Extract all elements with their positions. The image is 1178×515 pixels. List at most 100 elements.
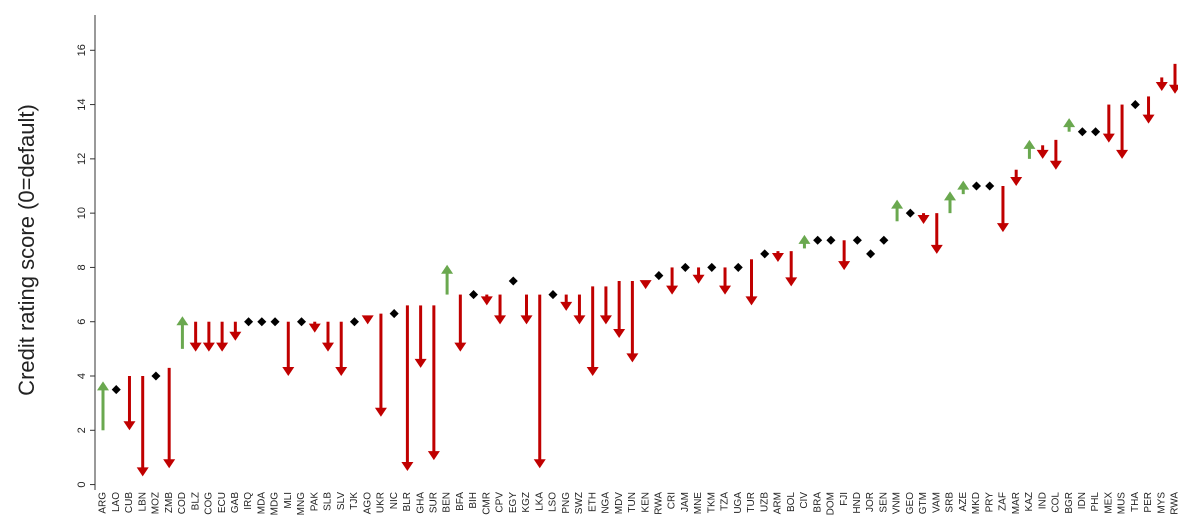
x-tick-label: MEX [1103, 492, 1114, 514]
arrow-head [1102, 133, 1115, 143]
diamond [1077, 127, 1087, 137]
arrow-head [282, 367, 295, 376]
x-tick-label: SEN [878, 492, 889, 513]
y-tick-label: 6 [76, 319, 88, 325]
arrow-head [586, 367, 599, 376]
x-tick-label: BFA [455, 492, 466, 511]
arrow-head [427, 451, 440, 461]
x-tick-label: KEN [640, 492, 651, 513]
arrow-head [944, 191, 957, 201]
x-tick-label: CUB [124, 492, 135, 513]
x-tick-label: SUR [429, 492, 440, 513]
x-tick-label: AZE [958, 492, 969, 512]
x-tick-label: SLB [323, 492, 334, 511]
x-tick-label: COL [1051, 492, 1062, 513]
x-tick-label: KGZ [521, 492, 532, 513]
x-tick-label: UKR [376, 492, 387, 513]
diamond [1130, 100, 1140, 110]
diamond [244, 317, 254, 327]
arrow-head [930, 244, 943, 254]
arrow-head [533, 459, 546, 469]
diamond [349, 317, 359, 327]
x-tick-label: UZB [759, 492, 770, 512]
x-tick-label: MDA [256, 492, 267, 515]
diamond [971, 181, 982, 191]
x-tick-label: GEO [905, 492, 916, 514]
x-tick-label: PAK [309, 492, 320, 512]
arrow-head [494, 315, 507, 325]
x-tick-label: MUS [1117, 492, 1128, 515]
x-tick-label: EGY [508, 492, 519, 513]
diamond [270, 317, 280, 327]
diamond [852, 235, 862, 245]
x-tick-label: IDN [1077, 492, 1088, 509]
diamond [813, 235, 823, 245]
x-tick-label: LKA [534, 492, 545, 511]
x-tick-label: LBN [137, 492, 148, 511]
y-tick-label: 8 [76, 264, 88, 270]
x-tick-label: MNE [693, 492, 704, 515]
diamond [866, 249, 876, 259]
diamond [469, 290, 479, 300]
y-tick-label: 14 [76, 98, 88, 110]
arrow-head [308, 323, 321, 333]
arrow-head [97, 381, 109, 391]
x-tick-label: KAZ [1024, 492, 1035, 511]
x-tick-label: VAM [931, 492, 942, 513]
arrow-head [480, 296, 493, 306]
diamond [508, 276, 518, 286]
x-tick-label: ETH [587, 492, 598, 512]
x-tick-label: ZMB [164, 492, 175, 513]
x-tick-label: COD [177, 492, 188, 514]
x-tick-label: SRB [945, 492, 956, 513]
arrow-head [216, 342, 229, 352]
x-tick-label: TZA [720, 492, 731, 511]
x-tick-label: RWA [1170, 492, 1178, 515]
arrow-head [639, 280, 652, 290]
diamond [111, 385, 121, 395]
x-tick-label: MAR [1011, 492, 1022, 514]
x-tick-label: BEN [442, 492, 453, 513]
arrow-head [1036, 149, 1049, 159]
arrow-head [520, 315, 533, 325]
diamond [548, 290, 558, 300]
x-tick-label: SLV [336, 492, 347, 510]
diamond [389, 309, 399, 319]
diamond [985, 181, 995, 191]
diamond [680, 262, 690, 272]
x-tick-label: HND [852, 492, 863, 514]
arrow-head [771, 253, 784, 262]
x-tick-label: ARM [773, 492, 784, 514]
diamond [733, 262, 743, 272]
x-tick-label: MKD [971, 492, 982, 514]
x-tick-label: PER [1143, 492, 1154, 513]
arrow-head [414, 358, 427, 368]
arrow-head [361, 315, 374, 325]
y-tick-label: 16 [76, 44, 88, 56]
x-tick-label: RWA [653, 492, 664, 515]
arrow-head [136, 467, 149, 477]
x-tick-label: CRI [667, 492, 678, 509]
arrow-head [891, 199, 904, 209]
x-tick-label: NIC [389, 492, 400, 509]
diamond [257, 317, 267, 327]
x-tick-label: CIV [799, 492, 810, 509]
y-tick-label: 2 [76, 427, 88, 433]
arrow-head [626, 353, 639, 363]
x-tick-label: BGR [1064, 492, 1075, 514]
diamond [151, 371, 161, 381]
arrow-head [1155, 82, 1168, 91]
x-tick-label: BOL [786, 492, 797, 512]
arrow-head [441, 264, 454, 274]
arrow-head [1169, 84, 1178, 94]
x-tick-label: BRA [812, 492, 823, 513]
arrow-head [123, 421, 136, 431]
arrow-head [176, 316, 189, 326]
diamond [905, 208, 915, 218]
x-tick-label: MDV [614, 492, 625, 515]
x-tick-label: PHL [1090, 492, 1101, 512]
x-tick-label: JAM [680, 492, 691, 512]
arrow-head [560, 301, 573, 311]
arrow-head [957, 180, 970, 190]
